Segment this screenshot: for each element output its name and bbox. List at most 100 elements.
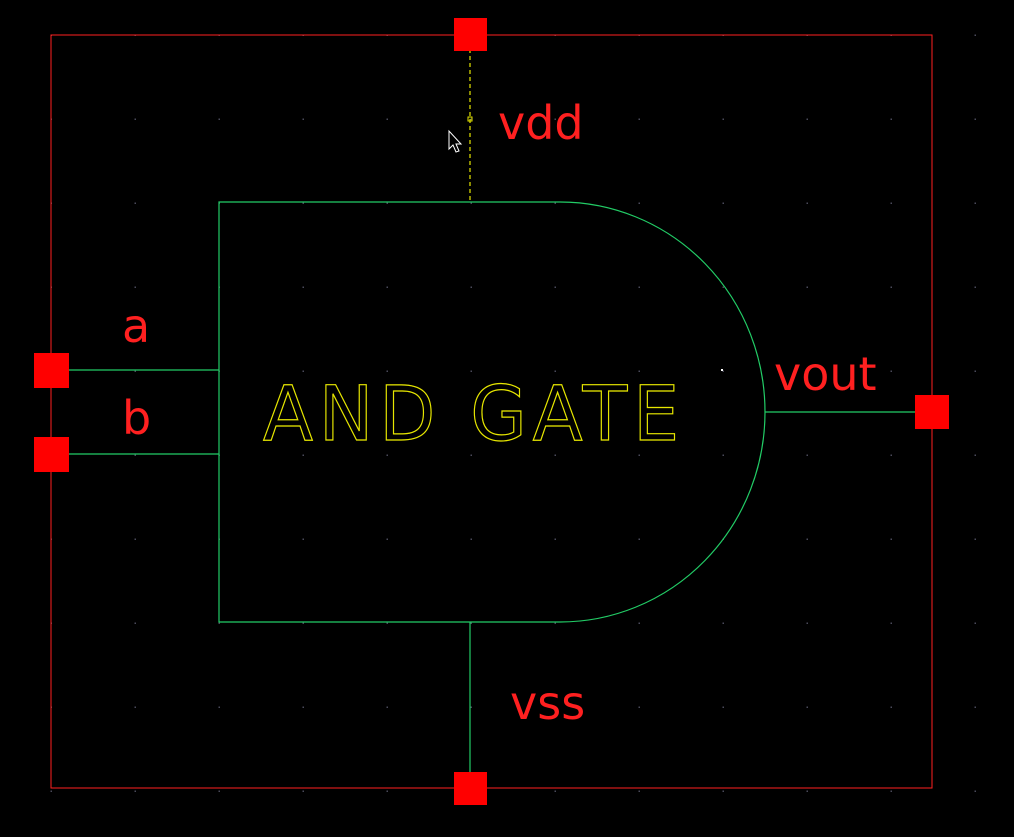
grid-dot [218,118,220,120]
grid-dot [638,790,640,792]
grid-dot [890,118,892,120]
grid-dot [638,370,640,372]
grid-dot [218,790,220,792]
vout-label: vout [774,347,877,401]
grid-dot [890,538,892,540]
grid-dot [638,622,640,624]
grid-dot [974,538,976,540]
grid-dot [806,118,808,120]
grid-dot [134,202,136,204]
grid-dot [302,202,304,204]
grid-dot [806,706,808,708]
b-pin[interactable] [34,437,69,472]
grid-dot [386,118,388,120]
grid-dot [890,202,892,204]
grid-dot [806,370,808,372]
grid-dot [386,454,388,456]
grid-dot [974,622,976,624]
grid-dot [218,706,220,708]
grid-dot [302,118,304,120]
grid-dot [890,622,892,624]
grid-dot [134,790,136,792]
vout-pin[interactable] [915,395,949,429]
grid-dot [470,286,472,288]
grid-dot [302,706,304,708]
grid-dot [302,454,304,456]
grid-dot [974,202,976,204]
grid-dot [974,790,976,792]
grid-dot [890,454,892,456]
grid-dot [302,538,304,540]
grid-dot [134,286,136,288]
grid-dot [638,706,640,708]
vdd-wire-handle[interactable] [467,116,473,122]
grid-dot [386,286,388,288]
grid-dot [386,202,388,204]
grid-dot [134,622,136,624]
grid-dot [806,790,808,792]
grid-dot [974,454,976,456]
grid-dot [470,706,472,708]
and-gate-body[interactable] [218,201,766,623]
grid-dot [50,790,52,792]
grid-dot [890,370,892,372]
grid-dot [386,790,388,792]
grid-dot [974,34,976,36]
grid-dot [974,370,976,372]
grid-dot [554,706,556,708]
grid-dot [554,370,556,372]
grid-dot [302,622,304,624]
grid-dot [302,790,304,792]
grid-dot [806,286,808,288]
grid-dot [722,118,724,120]
grid-dot [806,622,808,624]
grid-dot [134,118,136,120]
b-label: b [122,391,151,445]
grid-dot [722,706,724,708]
grid-dot [890,790,892,792]
gate-title: AND GATE [263,369,685,458]
grid-dot [806,202,808,204]
grid-dot [554,286,556,288]
grid-dot [974,286,976,288]
grid-dot [134,706,136,708]
grid-dot [302,286,304,288]
origin-marker [721,369,723,371]
grid-dot [638,202,640,204]
grid-dot [134,370,136,372]
grid-dot [554,538,556,540]
vss-pin[interactable] [454,772,487,805]
grid-dot [470,370,472,372]
grid-dot [386,706,388,708]
grid-dot [638,118,640,120]
grid-dot [386,370,388,372]
vss-label: vss [510,676,585,730]
grid-dot [470,202,472,204]
grid-dot [554,622,556,624]
grid-dot [722,286,724,288]
grid-dot [218,622,220,624]
grid-dot [890,286,892,288]
grid-dot [386,622,388,624]
grid-dot [470,118,472,120]
grid-dot [134,538,136,540]
grid-dot [638,538,640,540]
grid-dot [554,118,556,120]
grid-dot [638,454,640,456]
grid-dot [890,706,892,708]
grid-dot [974,118,976,120]
grid-dot [722,370,724,372]
grid-dot [554,790,556,792]
grid-dot [722,202,724,204]
grid-dot [806,538,808,540]
grid-dot [722,454,724,456]
grid-dot [470,538,472,540]
grid-dot [806,454,808,456]
a-pin[interactable] [34,353,69,388]
grid-dot [470,622,472,624]
grid-dot [638,286,640,288]
grid-dot [386,538,388,540]
vdd-pin[interactable] [454,18,487,51]
